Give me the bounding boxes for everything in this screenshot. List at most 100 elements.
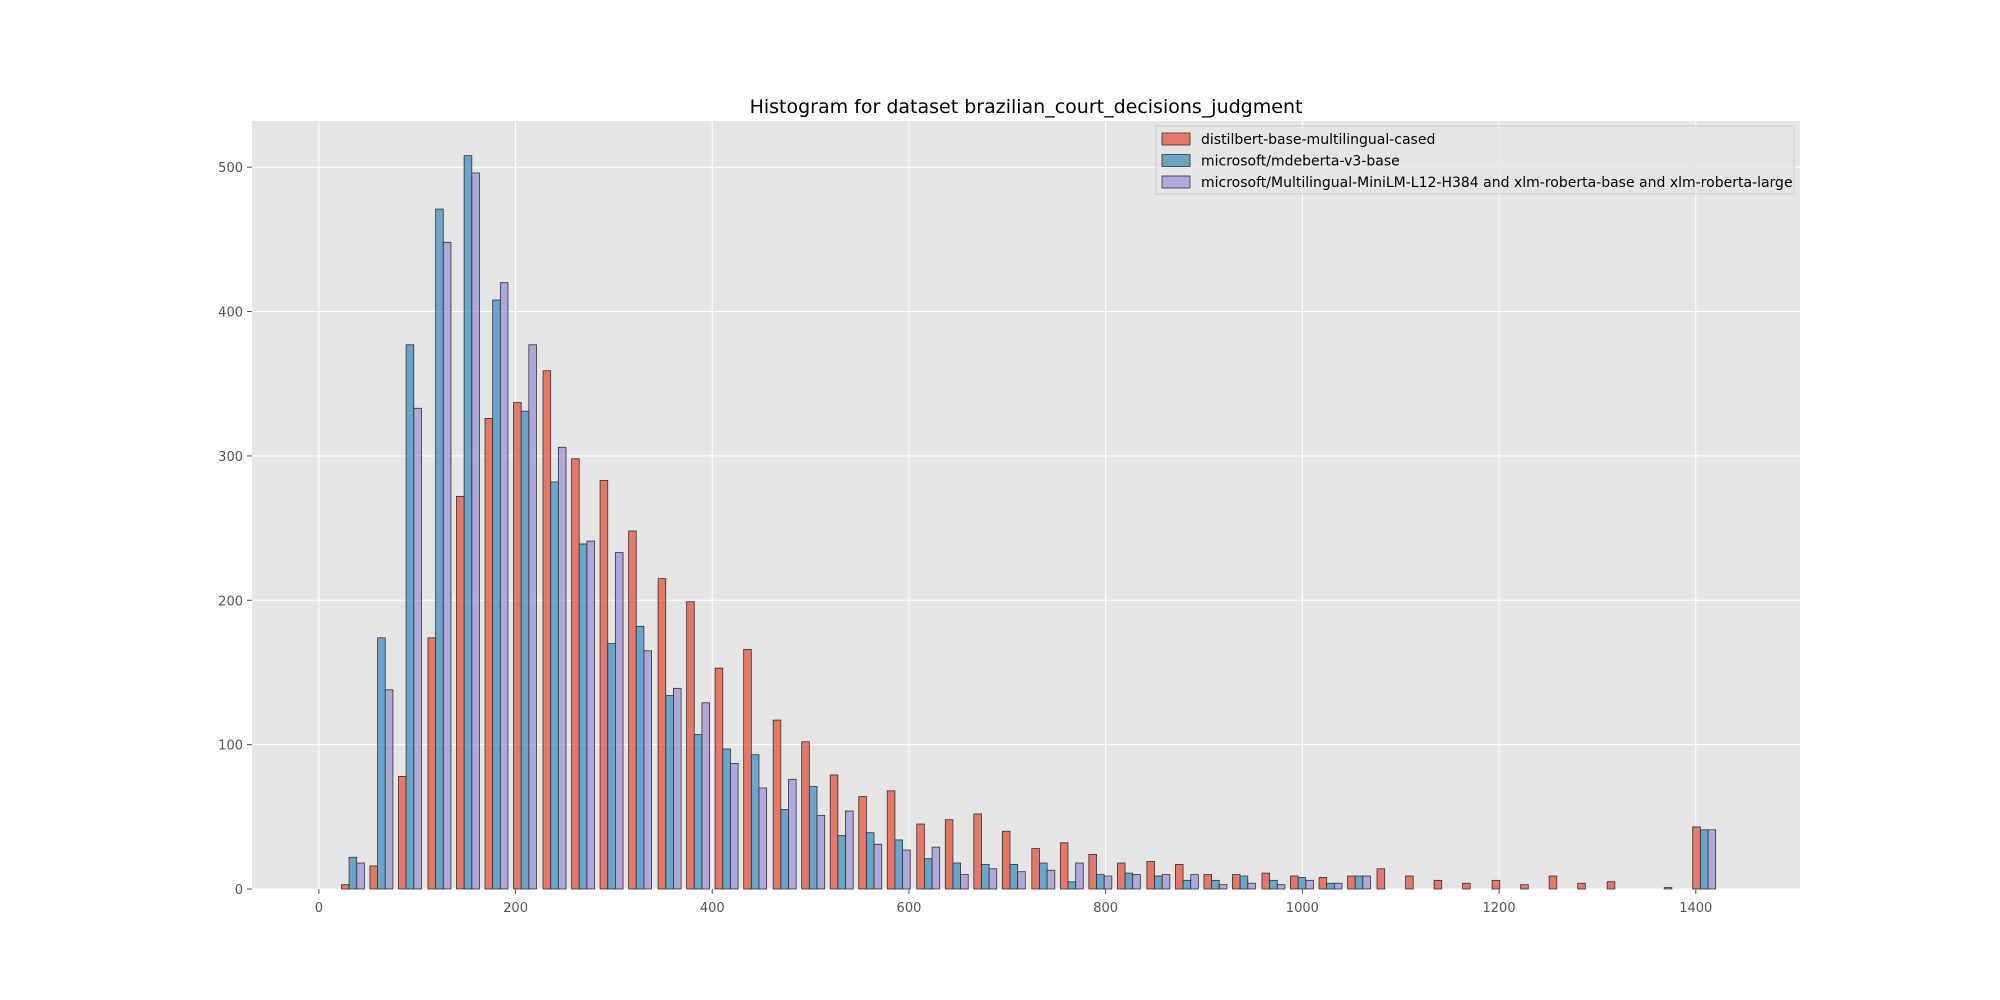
histogram-bar [356, 862, 365, 890]
histogram-bar [471, 172, 480, 890]
histogram-bar [1203, 874, 1212, 890]
histogram-bar [369, 865, 378, 890]
histogram-bar [916, 823, 925, 890]
histogram-bar [413, 407, 422, 890]
histogram-bar [599, 480, 609, 890]
histogram-bar [405, 344, 415, 890]
histogram-bar [607, 643, 616, 890]
x-tick-label: 600 [897, 901, 922, 916]
histogram-bar [988, 868, 998, 890]
histogram-bar [772, 719, 782, 890]
histogram-bar [1075, 862, 1084, 890]
histogram-bar [1218, 884, 1228, 890]
histogram-bar [1132, 874, 1141, 890]
histogram-bar [1333, 882, 1343, 890]
histogram-bar [1232, 874, 1241, 890]
histogram-bar [377, 637, 386, 890]
legend-label: microsoft/Multilingual-MiniLM-L12-H384 a… [1201, 175, 1793, 191]
histogram-bar [973, 813, 982, 890]
legend-label: distilbert-base-multilingual-cased [1201, 132, 1435, 148]
histogram-bar [894, 839, 903, 890]
histogram-bar [758, 787, 768, 890]
histogram-bar [586, 540, 595, 890]
histogram-bar [1046, 869, 1056, 890]
histogram-bar [1009, 864, 1019, 890]
histogram-bar [635, 625, 645, 890]
legend-swatch [1161, 175, 1191, 189]
legend-swatch [1161, 154, 1191, 167]
histogram-bar [1326, 882, 1335, 890]
legend-swatch [1161, 132, 1191, 146]
x-tick-label: 400 [700, 901, 725, 916]
histogram-bar [1462, 882, 1471, 890]
histogram-bar [1269, 879, 1278, 890]
histogram-bar [1182, 879, 1192, 890]
histogram-bar [1663, 887, 1673, 890]
histogram-bar [1154, 875, 1163, 890]
histogram-bar [1376, 868, 1386, 890]
histogram-bar [484, 417, 494, 890]
histogram-bar [578, 543, 588, 890]
histogram-bar [657, 578, 667, 890]
histogram-bar [788, 778, 797, 890]
histogram-bar [693, 734, 703, 890]
histogram-bar [801, 741, 810, 890]
histogram-bar [780, 809, 789, 890]
y-tick-label: 500 [218, 161, 243, 176]
y-tick-label: 0 [235, 883, 243, 898]
histogram-bar [1707, 829, 1717, 890]
histogram-bar [686, 601, 695, 890]
histogram-bar [1088, 853, 1097, 890]
x-tick-label: 1200 [1483, 901, 1516, 916]
histogram-bar [1190, 874, 1199, 890]
histogram-bar [1276, 884, 1286, 890]
histogram-bar [528, 344, 537, 890]
histogram-bar [513, 402, 522, 890]
histogram-bars [341, 155, 1717, 890]
histogram-bar [520, 410, 530, 890]
histogram-bar [1520, 884, 1529, 890]
histogram-bar [1096, 874, 1105, 890]
histogram-bar [463, 155, 473, 890]
legend-box [1155, 125, 1795, 195]
histogram-bar [1318, 877, 1328, 890]
histogram-bar [1577, 882, 1586, 890]
histogram-bar [1354, 875, 1364, 890]
x-tick-label: 1000 [1286, 901, 1319, 916]
histogram-bar [1261, 872, 1271, 890]
histogram-bar [1116, 862, 1126, 890]
histogram-bar [808, 786, 818, 890]
histogram-bar [743, 648, 752, 890]
histogram-bar [614, 552, 624, 890]
histogram-bar [673, 687, 682, 890]
histogram-bar [1059, 842, 1069, 890]
histogram-bar [1175, 864, 1184, 890]
histogram-bar [960, 874, 969, 890]
histogram-bar [1606, 881, 1616, 890]
chart-title: Histogram for dataset brazilian_court_de… [750, 96, 1303, 118]
histogram-bar [1692, 826, 1701, 890]
histogram-bar [886, 790, 896, 890]
histogram-bar [931, 846, 941, 890]
histogram-bar [873, 843, 883, 890]
histogram-bar [1124, 872, 1134, 890]
histogram-bar [816, 814, 826, 890]
histogram-bar [750, 754, 760, 890]
histogram-bar [1067, 881, 1077, 890]
histogram-bar [1699, 829, 1709, 890]
x-axis-ticks: 0 200 400 600 800 1000 1200 1400 [315, 889, 1712, 916]
histogram-bar [435, 208, 444, 890]
histogram-bar [348, 856, 358, 890]
histogram-bar [1347, 875, 1356, 890]
plot-background [252, 121, 1800, 889]
y-tick-label: 100 [218, 739, 243, 754]
histogram-bar [722, 748, 731, 890]
histogram-bar [398, 775, 407, 890]
histogram-bar [981, 864, 990, 890]
histogram-bar [865, 832, 875, 890]
histogram-bar [550, 481, 559, 890]
histogram-bar [442, 241, 452, 890]
histogram-bar [1017, 871, 1026, 890]
histogram-bar [858, 796, 867, 890]
